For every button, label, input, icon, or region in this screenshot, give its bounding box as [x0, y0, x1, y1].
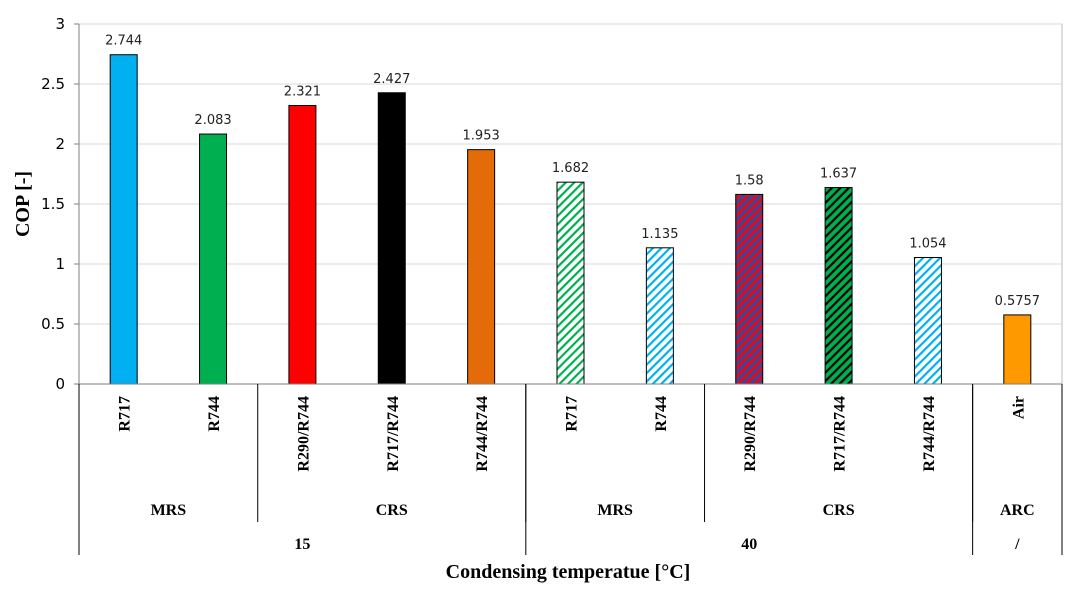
bar-r717	[109, 54, 138, 385]
x-category-label: R744/R744	[921, 396, 938, 472]
data-label: 1.58	[735, 173, 764, 188]
data-label: 1.054	[909, 237, 946, 252]
x-category-label: R717/R744	[385, 396, 402, 472]
y-tick-label: 0	[55, 375, 65, 393]
data-label: 2.083	[194, 113, 231, 128]
x-category-label: R290/R744	[295, 396, 312, 472]
data-labels: 2.744 2.083 2.321 2.427 1.953 1.682 1.135 1.58 1…	[105, 34, 1040, 309]
x-category-label: R717	[564, 396, 581, 432]
data-label: 2.321	[284, 84, 321, 99]
x-category-label: R744	[653, 396, 670, 432]
bar-r290-r744	[735, 193, 764, 385]
bar-r744	[645, 247, 674, 385]
super-group-label: 40	[741, 536, 757, 553]
data-label: 1.953	[463, 129, 500, 144]
bar-r717-r744	[824, 187, 853, 385]
x-category-label: R717/R744	[832, 396, 849, 472]
bars	[109, 54, 1032, 385]
x-axis: R717 R744 R290/R744 R717/R744 R744/R744 R717 R…	[78, 383, 1063, 555]
bar-r717	[556, 181, 585, 385]
group-label: CRS	[823, 502, 855, 519]
data-label: 1.135	[641, 227, 678, 242]
data-label: 0.5757	[995, 294, 1041, 309]
group-label: CRS	[376, 502, 408, 519]
y-tick-label: 2	[55, 135, 65, 153]
group-label: ARC	[1000, 502, 1035, 519]
group-label: MRS	[151, 502, 187, 519]
y-tick-label: 3	[55, 15, 65, 33]
data-label: 1.682	[552, 161, 589, 176]
x-category-label: R744	[206, 396, 223, 432]
x-category-label: R290/R744	[742, 396, 759, 472]
y-tick-label: 2.5	[41, 75, 65, 93]
y-axis-title: COP [-]	[12, 171, 34, 237]
y-tick-label: 1.5	[41, 195, 65, 213]
bar-r744-r744	[467, 149, 496, 385]
data-label: 2.427	[373, 72, 410, 87]
bar-r744	[199, 133, 228, 385]
bar-r717-r744	[377, 92, 406, 385]
bar-r290-r744	[288, 104, 317, 385]
bar-r744-r744	[913, 257, 942, 385]
super-group-label: 15	[294, 536, 310, 553]
x-category-label: Air	[1010, 396, 1027, 419]
group-label: MRS	[597, 502, 633, 519]
x-axis-title: Condensing temperatue [°C]	[446, 561, 691, 583]
x-category-label: R717	[117, 396, 134, 432]
y-axis: 0 0.5 1 1.5 2 2.5 3	[41, 15, 80, 393]
y-tick-label: 0.5	[41, 315, 65, 333]
x-category-label: R744/R744	[474, 396, 491, 472]
super-group-label: /	[1014, 536, 1020, 553]
bar-air	[1003, 314, 1032, 385]
y-tick-label: 1	[55, 255, 65, 273]
data-label: 2.744	[105, 34, 142, 49]
data-label: 1.637	[820, 167, 857, 182]
